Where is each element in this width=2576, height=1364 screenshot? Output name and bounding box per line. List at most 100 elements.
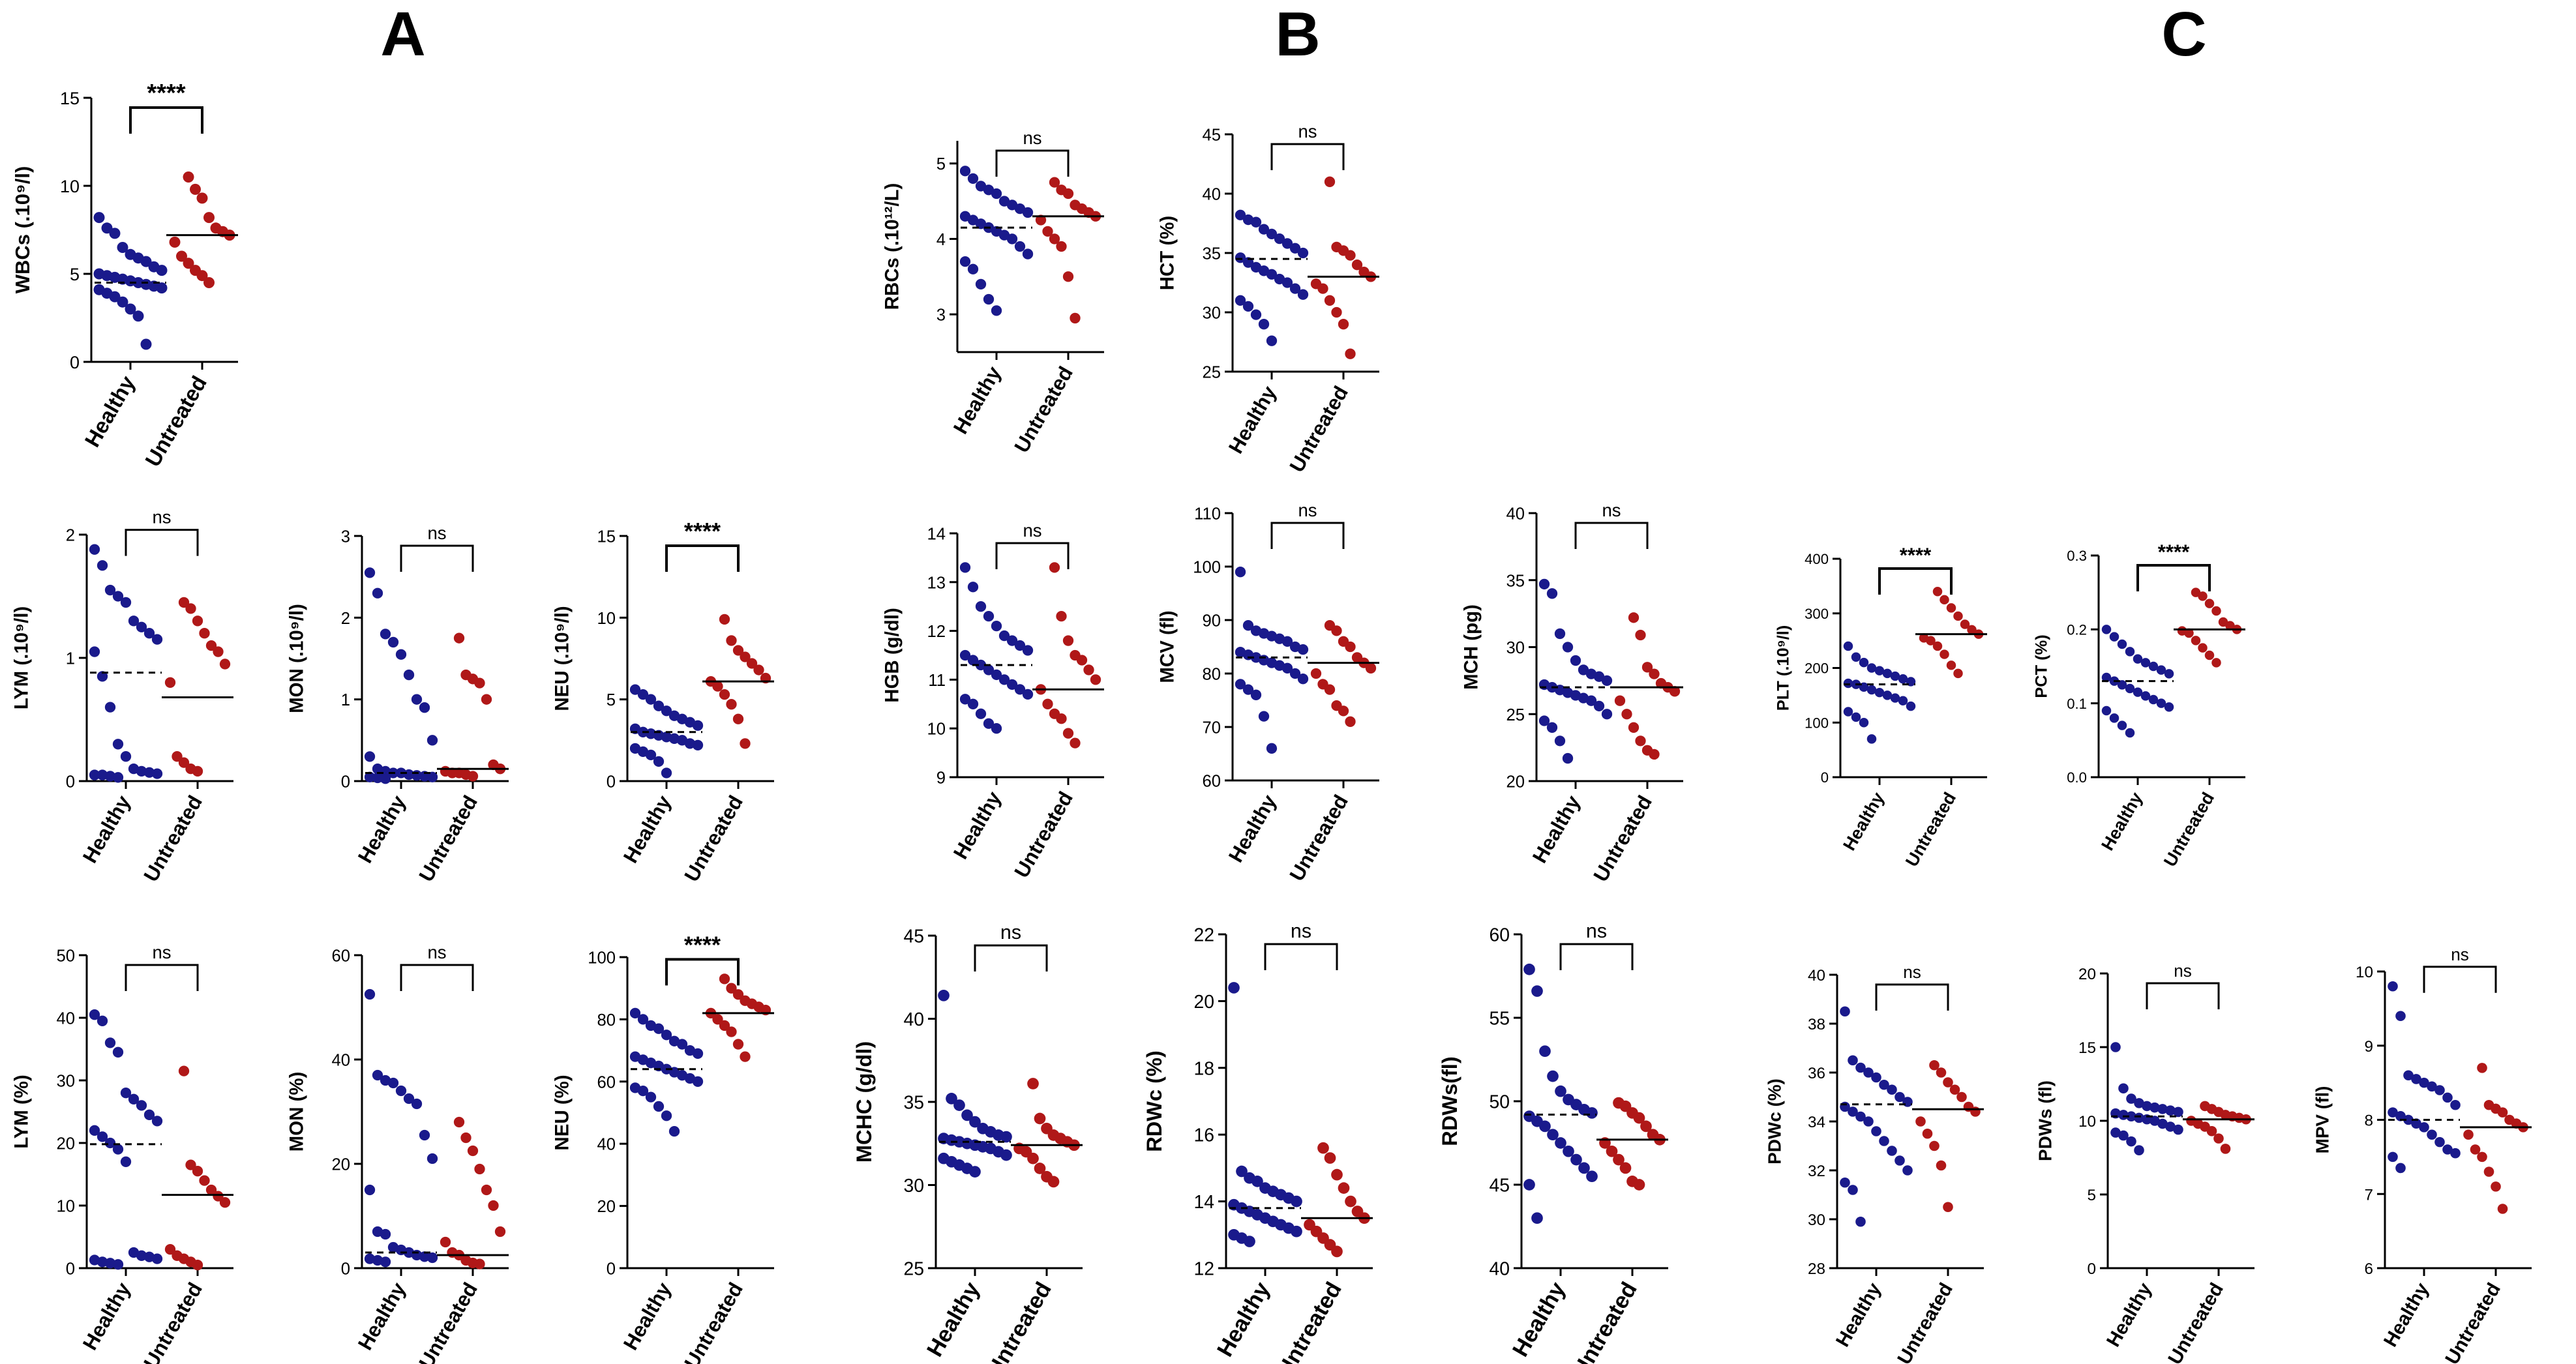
significance-label: **** [684, 518, 721, 544]
y-axis-title: MPV (fl) [2313, 1086, 2333, 1154]
data-point [1531, 1212, 1543, 1224]
data-point [975, 601, 987, 612]
data-point [959, 649, 971, 661]
data-point [1546, 722, 1558, 733]
data-point [2109, 713, 2119, 723]
data-point [120, 751, 132, 762]
data-point [1062, 271, 1074, 282]
y-axis-title: MCH (pg) [1460, 604, 1482, 690]
data-point [2434, 1136, 2445, 1148]
y-tick-label: 40 [1489, 1259, 1510, 1280]
data-point [959, 256, 971, 267]
y-axis-title: NEU (%) [551, 1075, 573, 1150]
data-point [2411, 1074, 2421, 1084]
data-point [156, 265, 168, 276]
data-point [983, 611, 995, 622]
y-axis-title: PCT (%) [2032, 634, 2050, 698]
y-tick-label: 0 [2087, 1260, 2096, 1278]
y-tick-label: 9 [2364, 1038, 2373, 1056]
data-point [1297, 644, 1309, 655]
y-tick-label: 32 [1808, 1163, 1825, 1180]
data-point [1546, 588, 1558, 599]
y-tick-label: 40 [597, 1136, 616, 1154]
data-point [1871, 1072, 1881, 1083]
data-point [2125, 683, 2135, 694]
data-point [1274, 233, 1285, 245]
data-point [1056, 713, 1067, 724]
data-point [2109, 632, 2119, 642]
data-point [143, 767, 155, 778]
data-point [178, 1065, 190, 1076]
data-point [1324, 1152, 1336, 1164]
data-point [1863, 1067, 1874, 1078]
data-point [112, 1259, 124, 1270]
data-point [1281, 636, 1293, 647]
y-tick-label: 1 [66, 650, 75, 668]
data-point [719, 973, 730, 985]
data-point [1000, 1149, 1012, 1161]
x-category-label: Untreated [1272, 1278, 1347, 1364]
data-point [203, 212, 215, 224]
data-point [1235, 252, 1246, 263]
y-tick-label: 35 [903, 1093, 924, 1114]
data-point [1258, 711, 1270, 722]
data-point [2395, 1011, 2406, 1022]
data-point [2164, 669, 2174, 679]
data-point [653, 756, 665, 767]
y-tick-label: 0.3 [2067, 548, 2087, 564]
y-tick-label: 30 [1202, 304, 1221, 323]
data-point [1289, 668, 1301, 679]
data-point [2442, 1144, 2453, 1155]
data-point [364, 567, 376, 578]
data-point [2126, 1111, 2136, 1122]
significance-label: **** [1900, 544, 1932, 567]
data-point [97, 769, 108, 780]
data-point [998, 630, 1010, 642]
data-point [1586, 1170, 1598, 1183]
data-point [1874, 666, 1885, 675]
data-point [1538, 578, 1550, 590]
data-point [1879, 1136, 1889, 1146]
data-point [1932, 641, 1943, 651]
significance-label: **** [684, 931, 721, 958]
data-point [203, 277, 215, 288]
data-point [1345, 348, 1356, 359]
significance-label: ns [152, 507, 171, 527]
y-tick-label: 36 [1808, 1065, 1825, 1082]
data-point [395, 1085, 407, 1097]
y-tick-label: 0 [66, 773, 75, 792]
data-point [199, 628, 210, 639]
data-point [1606, 1145, 1618, 1157]
data-point [1621, 709, 1632, 720]
data-point [1956, 1091, 1967, 1103]
significance-bracket [995, 149, 1070, 177]
data-point [1331, 306, 1342, 318]
data-point [128, 615, 140, 627]
data-point [474, 1258, 485, 1269]
y-tick-label: 7 [2364, 1186, 2373, 1204]
data-point [364, 1184, 376, 1196]
y-axis-title: MON (%) [286, 1072, 307, 1152]
y-tick-label: 25 [1506, 706, 1525, 724]
y-axis-title: HCT (%) [1156, 216, 1178, 290]
y-tick-label: 0.2 [2067, 622, 2087, 638]
plot-rbc: 3 4 5 RBCs (.10¹²/L) Healthy Untreated ns [881, 128, 1104, 456]
data-point [1242, 684, 1254, 695]
plot-neu_abs: 0 5 10 15 NEU (.10⁹/l) Healthy Untreated **** [551, 518, 774, 885]
significance-label: ns [1023, 520, 1041, 541]
data-point [1855, 1062, 1866, 1073]
data-point [967, 173, 979, 185]
data-point [645, 749, 657, 761]
data-point [653, 1101, 665, 1112]
data-point [1887, 1146, 1897, 1156]
data-point [1235, 209, 1246, 220]
data-point [1062, 635, 1074, 646]
data-point [719, 1020, 730, 1031]
data-point [1613, 1153, 1625, 1166]
data-point [1034, 1163, 1046, 1174]
data-point [661, 767, 672, 778]
data-point [2157, 1118, 2168, 1129]
data-point [1570, 1153, 1582, 1166]
data-point [140, 338, 152, 350]
data-point [1281, 238, 1293, 249]
